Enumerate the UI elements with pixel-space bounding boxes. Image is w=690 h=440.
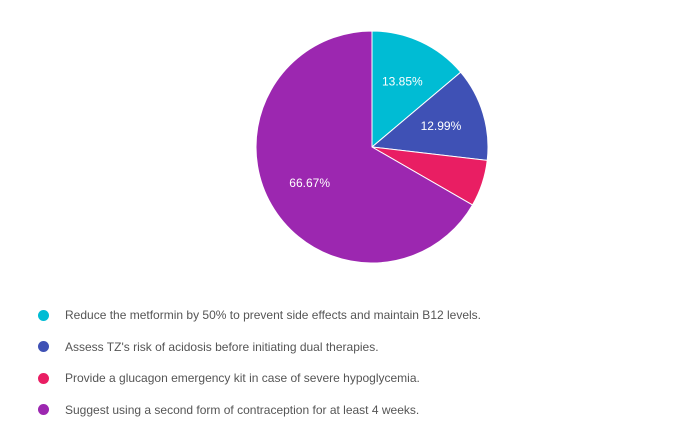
slice-label: 13.85% — [382, 75, 423, 89]
legend-label: Suggest using a second form of contracep… — [65, 402, 420, 417]
pie-slice[interactable] — [370, 71, 489, 161]
legend-item[interactable]: Assess TZ's risk of acidosis before init… — [38, 337, 481, 357]
pie-chart: 13.85% 12.99% 66.67% — [255, 30, 489, 264]
slice-label: 66.67% — [289, 176, 330, 190]
legend-item[interactable]: Provide a glucagon emergency kit in case… — [38, 368, 481, 388]
legend-label: Assess TZ's risk of acidosis before init… — [65, 339, 379, 354]
legend-item[interactable]: Suggest using a second form of contracep… — [38, 400, 481, 420]
legend-label: Provide a glucagon emergency kit in case… — [65, 371, 420, 385]
slice-label: 12.99% — [421, 119, 462, 133]
legend-swatch — [38, 309, 49, 321]
legend-swatch — [38, 404, 49, 415]
pie-slice[interactable] — [371, 30, 462, 149]
legend-label: Reduce the metformin by 50% to prevent s… — [65, 308, 482, 322]
legend-swatch — [38, 372, 49, 384]
legend-swatch — [38, 341, 49, 352]
pie-slice[interactable] — [255, 30, 474, 264]
legend-item[interactable]: Reduce the metformin by 50% to prevent s… — [38, 305, 481, 325]
chart-legend: Reduce the metformin by 50% to prevent s… — [38, 305, 481, 431]
